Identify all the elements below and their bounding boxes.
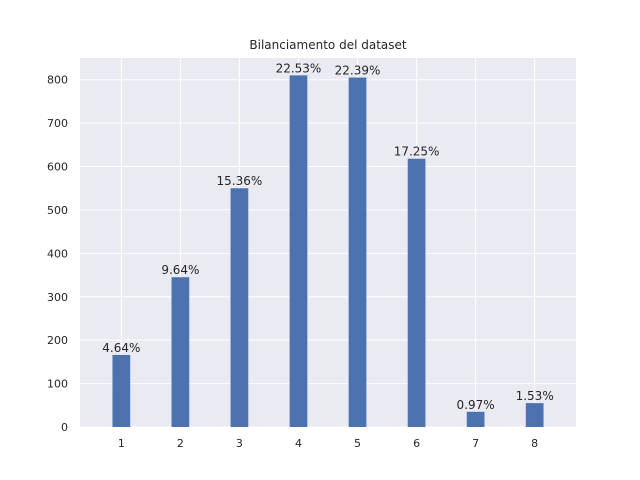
bar — [466, 411, 485, 427]
y-tick-label: 0 — [61, 421, 68, 434]
bar — [171, 277, 190, 427]
bar-data-label: 4.64% — [102, 341, 140, 355]
chart-title: Bilanciamento del dataset — [249, 38, 406, 52]
bar-data-label: 22.53% — [276, 61, 322, 75]
x-tick-label: 3 — [236, 437, 243, 450]
y-tick-label: 600 — [47, 161, 68, 174]
data-labels: 4.64% 9.64% 15.36% 22.53% 22.39% 17.25% 0.97% 1… — [102, 61, 553, 411]
bar — [112, 354, 131, 427]
x-tick-label: 7 — [472, 437, 479, 450]
bars — [112, 75, 544, 428]
bar-data-label: 15.36% — [217, 174, 263, 188]
y-tick-label: 200 — [47, 334, 68, 347]
bar-data-label: 0.97% — [457, 398, 495, 412]
bar — [348, 77, 367, 428]
bar-data-label: 17.25% — [394, 145, 440, 159]
y-tick-label: 300 — [47, 291, 68, 304]
x-tick-label: 8 — [531, 437, 538, 450]
x-tick-label: 4 — [295, 437, 302, 450]
x-tick-label: 6 — [413, 437, 420, 450]
x-tick-label: 5 — [354, 437, 361, 450]
x-tick-label: 1 — [118, 437, 125, 450]
bar — [407, 158, 426, 427]
bar-data-label: 22.39% — [335, 64, 381, 78]
bar — [525, 403, 544, 427]
bar-data-label: 9.64% — [161, 263, 199, 277]
y-tick-label: 500 — [47, 204, 68, 217]
x-axis-ticks: 1 2 3 4 5 6 7 8 — [118, 437, 538, 450]
y-tick-label: 400 — [47, 247, 68, 260]
y-tick-label: 700 — [47, 117, 68, 130]
bar — [230, 188, 249, 427]
bar-data-label: 1.53% — [516, 389, 554, 403]
plot-background — [80, 58, 576, 427]
x-tick-label: 2 — [177, 437, 184, 450]
y-tick-label: 800 — [47, 74, 68, 87]
y-axis-ticks: 0 100 200 300 400 500 600 700 800 — [47, 74, 68, 434]
bar — [289, 75, 308, 427]
y-tick-label: 100 — [47, 378, 68, 391]
